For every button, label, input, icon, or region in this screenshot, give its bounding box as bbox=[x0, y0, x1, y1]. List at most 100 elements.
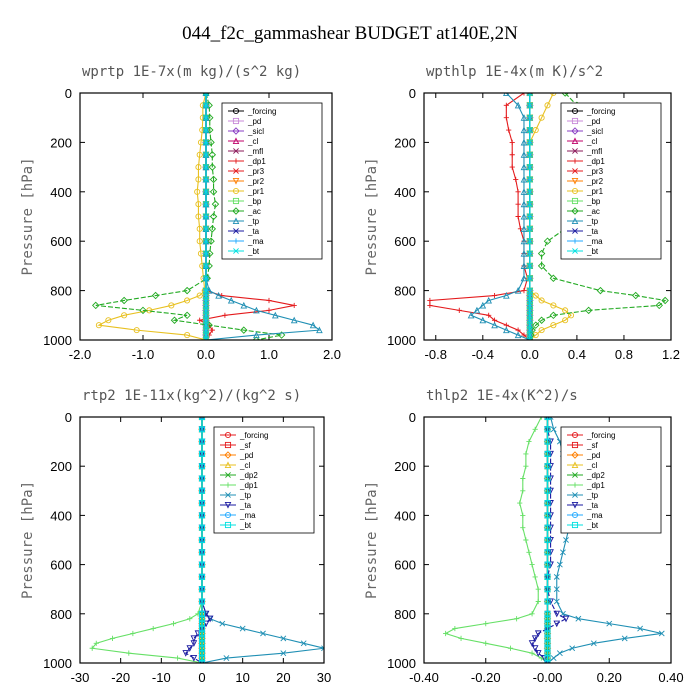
data-point bbox=[206, 249, 214, 258]
data-point bbox=[541, 655, 548, 662]
data-point bbox=[198, 573, 206, 580]
data-point bbox=[532, 426, 538, 432]
legend-entry: _pd bbox=[586, 451, 600, 460]
data-point bbox=[209, 175, 218, 184]
legend-entry: _ma bbox=[239, 511, 256, 520]
data-point bbox=[203, 332, 209, 338]
x-tick-label: 0.40 bbox=[658, 670, 683, 685]
y-tick-label: 1000 bbox=[387, 656, 416, 671]
legend-marker bbox=[232, 207, 240, 215]
data-point bbox=[190, 635, 198, 643]
data-point bbox=[547, 500, 554, 507]
y-tick-label: 400 bbox=[50, 508, 72, 523]
data-point bbox=[316, 326, 323, 334]
data-point bbox=[526, 250, 533, 257]
panel-4: thlp2 1E-4x(K^2)/s Pressure [hPa] -0.40 -0.… bbox=[364, 388, 684, 685]
y-tick-label: 800 bbox=[50, 284, 72, 299]
data-point bbox=[203, 151, 209, 158]
data-point bbox=[184, 332, 191, 339]
data-point bbox=[556, 561, 563, 568]
legend-marker bbox=[571, 501, 579, 509]
data-point bbox=[535, 586, 541, 592]
data-point bbox=[253, 306, 260, 314]
legend-entry: _ac bbox=[247, 207, 261, 216]
data-point bbox=[526, 102, 533, 109]
data-point bbox=[528, 640, 536, 647]
legend-entry: _pd bbox=[239, 451, 253, 460]
data-point bbox=[198, 500, 206, 507]
data-point bbox=[196, 292, 203, 299]
data-point bbox=[203, 213, 209, 220]
x-tick-label: -2.0 bbox=[69, 347, 91, 362]
x-tick-label: -0.40 bbox=[409, 670, 439, 685]
legend-entry: _tp bbox=[247, 217, 260, 226]
series-line bbox=[91, 417, 203, 663]
series-line bbox=[470, 93, 531, 340]
y-tick-label: 1000 bbox=[387, 333, 416, 348]
data-point bbox=[526, 302, 533, 309]
x-tick-label: 0.0 bbox=[197, 347, 215, 362]
data-point bbox=[280, 650, 287, 657]
data-point bbox=[520, 212, 528, 220]
legend-marker bbox=[571, 187, 579, 195]
data-point bbox=[534, 650, 542, 657]
data-point bbox=[300, 640, 307, 647]
data-point bbox=[253, 331, 260, 339]
plot-frame bbox=[423, 92, 672, 341]
legend-entry: _sf bbox=[239, 441, 251, 450]
legend-entry: _dp1 bbox=[586, 481, 605, 490]
data-point bbox=[483, 640, 489, 646]
legend-entry: _dp2 bbox=[586, 471, 605, 480]
legend-entry: _ta bbox=[586, 501, 599, 510]
data-point bbox=[168, 302, 175, 309]
data-point bbox=[503, 291, 510, 299]
data-point bbox=[203, 127, 209, 133]
data-point bbox=[491, 292, 498, 299]
data-point bbox=[120, 296, 128, 305]
data-point bbox=[544, 500, 551, 507]
x-tick-label: -30 bbox=[71, 670, 90, 685]
data-point bbox=[553, 586, 560, 593]
data-point bbox=[549, 311, 558, 320]
x-tick-label: -0.8 bbox=[425, 347, 447, 362]
data-point bbox=[195, 213, 202, 220]
data-point bbox=[526, 238, 533, 245]
data-point bbox=[198, 417, 206, 421]
panel-title: rtp2 1E-11x(kg^2)/(kg^2 s) bbox=[82, 388, 301, 404]
data-point bbox=[526, 312, 533, 319]
y-tick-label: 1000 bbox=[43, 333, 72, 348]
data-point bbox=[198, 426, 206, 433]
data-point bbox=[538, 297, 545, 304]
data-point bbox=[526, 225, 533, 232]
data-point bbox=[196, 238, 203, 245]
data-point bbox=[544, 463, 551, 470]
legend-entry: _bp bbox=[586, 197, 601, 206]
data-point bbox=[109, 635, 116, 641]
data-point bbox=[203, 188, 209, 195]
data-point bbox=[291, 302, 297, 309]
data-point bbox=[520, 188, 528, 195]
data-point bbox=[427, 297, 433, 304]
data-point bbox=[526, 139, 533, 146]
data-point bbox=[575, 615, 582, 622]
data-point bbox=[550, 322, 557, 329]
data-point bbox=[547, 549, 554, 556]
data-point bbox=[151, 291, 160, 300]
data-point bbox=[184, 297, 191, 304]
data-point bbox=[544, 659, 551, 663]
data-point bbox=[473, 306, 481, 314]
legend-entry: _forcing bbox=[239, 431, 268, 440]
data-point bbox=[206, 126, 214, 134]
data-point bbox=[515, 201, 521, 207]
legend-entry: _ta bbox=[247, 227, 260, 236]
data-point bbox=[196, 225, 203, 232]
legend-entry: _forcing bbox=[586, 107, 615, 116]
data-point bbox=[105, 317, 112, 324]
data-point bbox=[520, 262, 528, 269]
data-point bbox=[209, 327, 215, 333]
data-point bbox=[206, 615, 214, 623]
y-axis-label: Pressure [hPa] bbox=[20, 481, 36, 599]
data-point bbox=[532, 292, 539, 299]
data-point bbox=[195, 176, 202, 183]
data-point bbox=[170, 621, 177, 627]
